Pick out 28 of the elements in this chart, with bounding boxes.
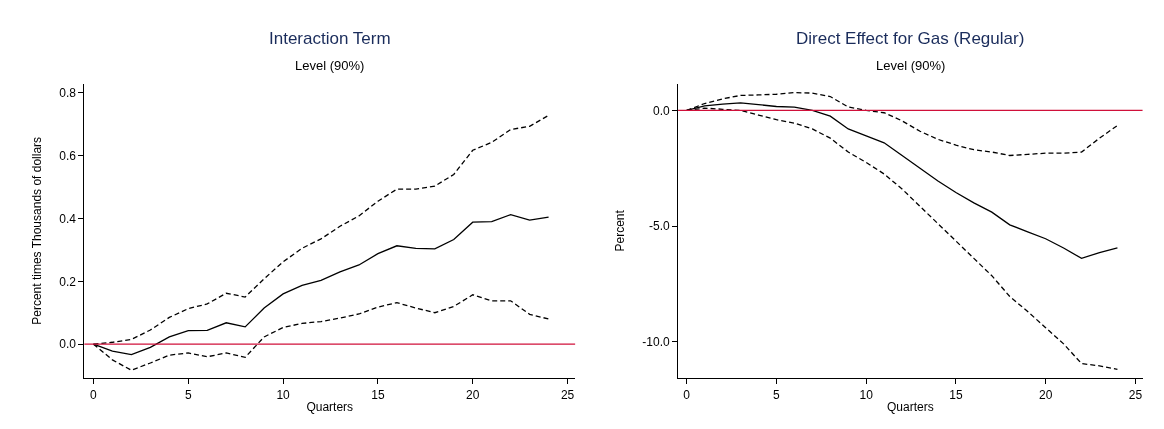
y-tick-label: 0.0 (59, 337, 77, 352)
y-axis-title: Percent times Thousands of dollars (29, 136, 44, 325)
y-tick-label: -10.0 (642, 334, 671, 349)
x-tick-label: 25 (1128, 387, 1143, 402)
x-tick-label: 15 (371, 387, 385, 402)
y-tick-label: 0.8 (59, 85, 77, 100)
chart-title: Direct Effect for Gas (Regular) (796, 29, 1025, 48)
x-tick-label: 20 (466, 387, 480, 402)
x-tick-label: 10 (276, 387, 291, 402)
chart-subtitle: Level (90%) (876, 58, 946, 73)
chart-subtitle: Level (90%) (295, 58, 365, 73)
x-tick-label: 15 (949, 387, 963, 402)
y-tick-label: 0.2 (59, 274, 77, 289)
x-tick-label: 20 (1038, 387, 1053, 402)
y-tick-label: 0.0 (653, 103, 671, 118)
y-tick-label: -5.0 (649, 219, 671, 234)
x-tick-label: 0 (90, 387, 98, 402)
y-axis-title: Percent (612, 209, 627, 252)
x-tick-label: 10 (859, 387, 874, 402)
x-axis-title: Quarters (886, 400, 934, 415)
x-tick-label: 5 (773, 387, 781, 402)
x-tick-label: 25 (560, 387, 575, 402)
x-axis-title: Quarters (306, 400, 354, 415)
y-tick-label: 0.4 (59, 211, 77, 226)
x-tick-label: 5 (184, 387, 192, 402)
x-tick-label: 0 (683, 387, 691, 402)
chart-title: Interaction Term (269, 29, 391, 48)
y-tick-label: 0.6 (59, 148, 77, 163)
